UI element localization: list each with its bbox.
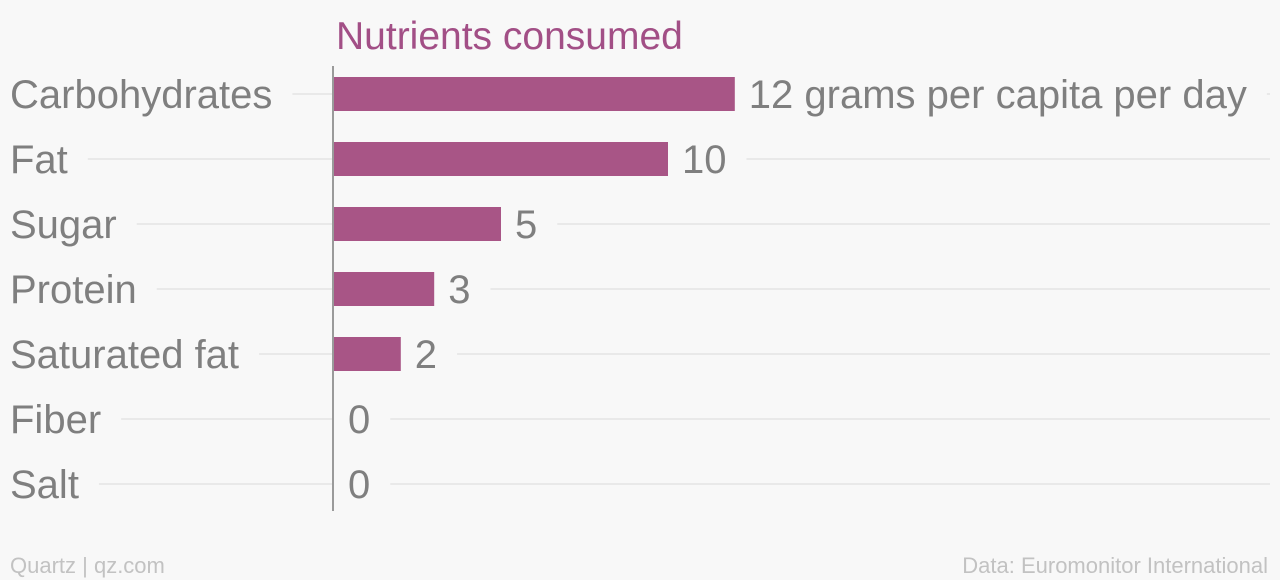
value-labels: 12 grams per capita per day 10 5 32 0 0	[348, 73, 1247, 507]
value-label: 3	[448, 268, 470, 312]
bar	[334, 272, 435, 306]
category-label: Protein	[10, 268, 137, 312]
value-label: 0	[348, 398, 370, 442]
category-label: Fat	[10, 138, 68, 182]
category-label: Fiber	[10, 398, 101, 442]
value-label: 2	[415, 333, 437, 377]
category-label: Saturated fat	[10, 333, 239, 377]
value-label: 0	[348, 463, 370, 507]
chart-title: Nutrients consumed	[336, 15, 683, 58]
category-label: Carbohydrates	[10, 73, 272, 117]
value-label: 5	[515, 203, 537, 247]
gridlines	[87, 93, 1270, 485]
value-label: 12 grams per capita per day	[749, 73, 1247, 117]
bar	[334, 337, 401, 371]
bar	[334, 142, 668, 176]
bar	[334, 77, 735, 111]
category-label: Salt	[10, 463, 79, 507]
footer-source-right: Data: Euromonitor International	[962, 553, 1268, 578]
footer-source-left: Quartz | qz.com	[10, 553, 165, 578]
value-label: 10	[682, 138, 727, 182]
bars	[334, 77, 735, 371]
bar	[334, 207, 501, 241]
category-labels: Carbohydrates Fat Sugar Protein Saturated fa…	[10, 73, 272, 507]
category-label: Sugar	[10, 203, 117, 247]
